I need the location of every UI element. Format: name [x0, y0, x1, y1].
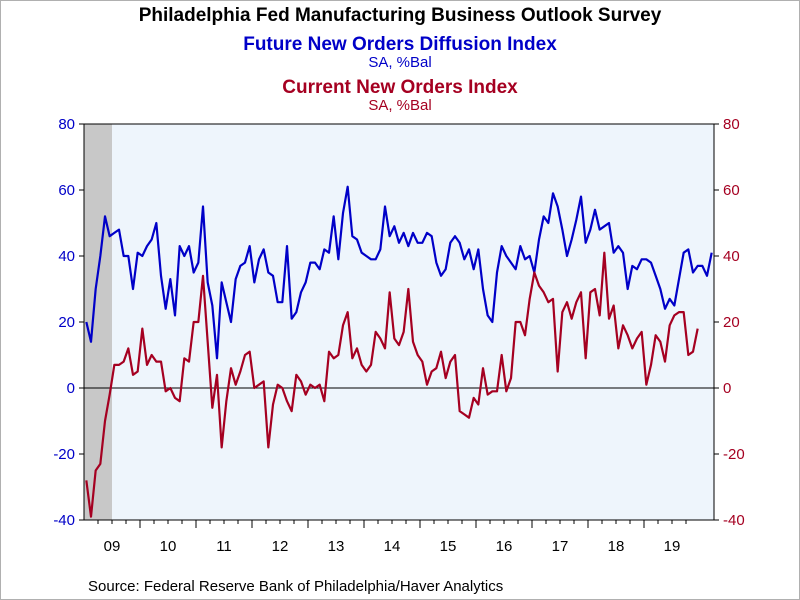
plot-area — [84, 124, 714, 520]
right-tick-label: 20 — [723, 314, 740, 331]
x-tick-label: 17 — [552, 538, 569, 555]
recession-band — [84, 124, 112, 520]
x-tick-label: 14 — [384, 538, 401, 555]
chart-title: Philadelphia Fed Manufacturing Business … — [139, 5, 662, 26]
left-tick-label: 0 — [67, 380, 75, 397]
x-tick-label: 13 — [328, 538, 345, 555]
x-tick-label: 12 — [272, 538, 289, 555]
x-tick-label: 10 — [160, 538, 177, 555]
right-tick-label: 80 — [723, 116, 740, 133]
x-tick-label: 11 — [216, 538, 232, 555]
right-axis: 80 60 40 20 0 -20 -40 — [714, 116, 745, 529]
series1-subtitle: SA, %Bal — [368, 54, 431, 71]
series1-title: Future New Orders Diffusion Index — [243, 34, 557, 55]
right-tick-label: -40 — [723, 512, 745, 529]
left-tick-label: 20 — [58, 314, 75, 331]
right-tick-label: -20 — [723, 446, 745, 463]
left-tick-label: 60 — [58, 182, 75, 199]
x-axis: 09 10 11 12 13 14 15 16 17 18 19 — [97, 520, 687, 555]
x-tick-label: 15 — [440, 538, 457, 555]
right-tick-label: 40 — [723, 248, 740, 265]
series2-subtitle: SA, %Bal — [368, 97, 431, 114]
left-tick-label: -40 — [53, 512, 75, 529]
left-tick-label: -20 — [53, 446, 75, 463]
left-tick-label: 40 — [58, 248, 75, 265]
x-tick-label: 18 — [608, 538, 625, 555]
x-tick-label: 09 — [104, 538, 121, 555]
series2-title: Current New Orders Index — [282, 77, 518, 98]
left-tick-label: 80 — [58, 116, 75, 133]
x-tick-label: 16 — [496, 538, 513, 555]
series-line-current-new-orders — [85, 251, 699, 518]
source-note: Source: Federal Reserve Bank of Philadel… — [88, 578, 503, 595]
right-tick-label: 60 — [723, 182, 740, 199]
right-tick-label: 0 — [723, 380, 731, 397]
series-line-future-new-orders — [85, 185, 713, 360]
series-layer — [85, 185, 713, 518]
x-tick-label: 19 — [664, 538, 681, 555]
left-axis: 80 60 40 20 0 -20 -40 — [53, 116, 84, 529]
